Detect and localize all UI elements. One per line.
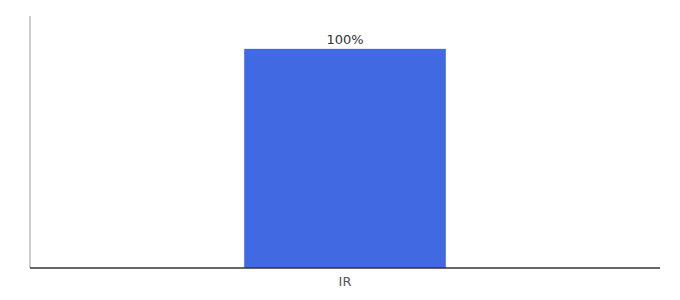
bars xyxy=(244,49,446,268)
x-axis-line xyxy=(30,267,660,269)
x-tick-label: IR xyxy=(339,274,352,289)
chart: IR 100% xyxy=(0,0,680,300)
bar xyxy=(244,49,446,268)
chart-container: IR 100% xyxy=(0,0,680,300)
data-label: 100% xyxy=(326,32,363,47)
y-axis-line xyxy=(30,16,31,268)
